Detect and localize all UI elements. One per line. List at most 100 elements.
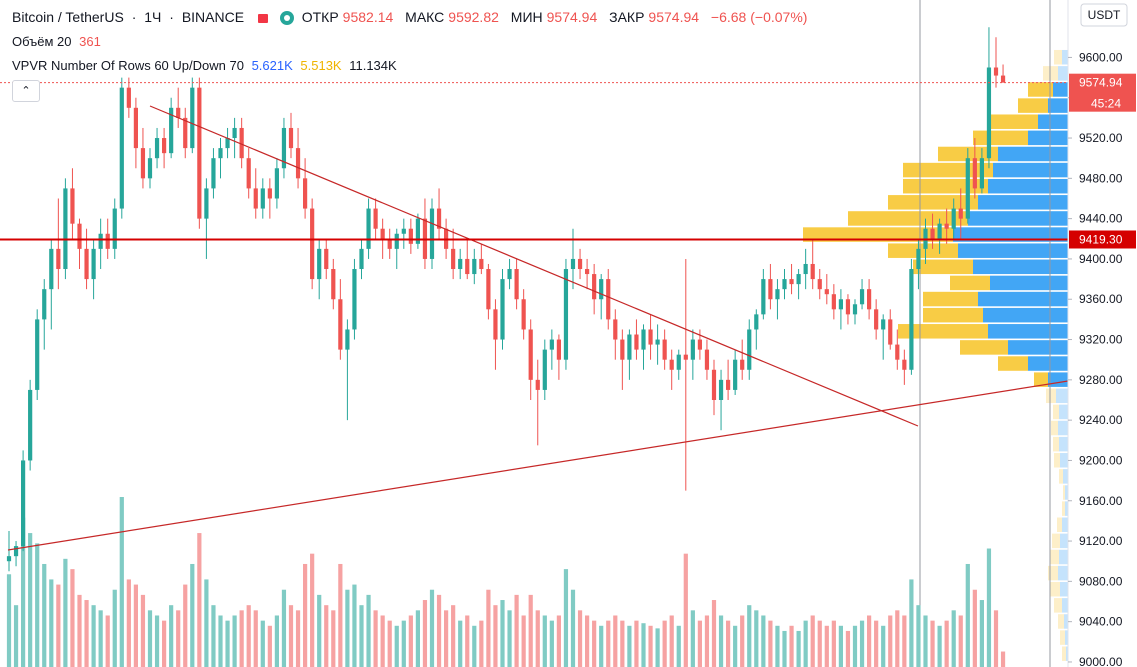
- volume-bar: [105, 615, 110, 667]
- candle-body: [119, 87, 124, 209]
- vpvr-down-bar: [1050, 549, 1059, 565]
- candle-body: [274, 168, 279, 199]
- interval-label[interactable]: 1Ч: [144, 9, 162, 25]
- volume-bar: [493, 605, 498, 667]
- close-value: 9574.94: [648, 9, 700, 25]
- level-price-label: 9419.30: [1079, 232, 1123, 246]
- vpvr-up-bar: [953, 227, 1068, 242]
- volume-bar: [824, 625, 829, 667]
- volume-bar: [838, 625, 843, 667]
- candle-body: [528, 329, 533, 380]
- price-tick-label: 9360.00: [1079, 292, 1123, 306]
- volume-bar: [979, 600, 984, 667]
- volume-bar: [338, 563, 343, 667]
- candle-body: [253, 188, 258, 209]
- currency-label[interactable]: USDT: [1088, 8, 1121, 22]
- volume-bar: [881, 625, 886, 667]
- current-price-tag: [1069, 73, 1136, 112]
- vpvr-up-bar: [1065, 501, 1068, 516]
- volume-bar: [49, 579, 54, 667]
- volume-bar: [528, 594, 533, 667]
- price-tick-label: 9320.00: [1079, 333, 1123, 347]
- volume-bar: [733, 625, 738, 667]
- market-status-icon[interactable]: [279, 11, 294, 26]
- candle-body: [881, 319, 886, 330]
- vpvr-down-bar: [1054, 598, 1062, 613]
- volume-bar: [295, 610, 301, 667]
- candle-body: [556, 339, 561, 360]
- volume-bar: [972, 589, 977, 667]
- volume-bar: [620, 620, 625, 667]
- exchange-label[interactable]: BINANCE: [181, 9, 245, 25]
- candle-body: [845, 299, 851, 315]
- candle-body: [28, 389, 33, 461]
- price-tick-label: 9200.00: [1079, 453, 1123, 467]
- volume-bar: [472, 625, 477, 667]
- volume-bar: [56, 584, 61, 667]
- vpvr-down-bar: [1052, 533, 1060, 549]
- candle-body: [63, 188, 68, 270]
- candle-body: [817, 279, 822, 290]
- volume-bar: [761, 615, 766, 667]
- vpvr-up-bar: [978, 291, 1068, 307]
- volume-bar: [486, 589, 491, 667]
- volume-bar: [225, 620, 230, 667]
- volume-bar: [577, 610, 583, 667]
- volume-bar: [803, 620, 808, 667]
- volume-bar: [28, 533, 33, 667]
- candle-body: [105, 233, 110, 249]
- candle-body: [98, 233, 103, 249]
- candle-body: [394, 233, 399, 249]
- vpvr-down-bar: [1053, 404, 1059, 420]
- flag-icon[interactable]: [257, 13, 268, 23]
- candle-body: [613, 319, 618, 340]
- vpvr-legend[interactable]: VPVR Number Of Rows 60 Up/Down 70 5.621K…: [12, 58, 401, 73]
- candle-body: [620, 339, 625, 360]
- volume-bar: [436, 594, 442, 667]
- candle-body: [761, 279, 766, 315]
- symbol-name[interactable]: Bitcoin / TetherUS: [12, 9, 124, 25]
- volume-bar: [274, 615, 279, 667]
- candle-body: [429, 208, 435, 259]
- volume-bar: [831, 620, 836, 667]
- volume-label: Объём 20: [12, 34, 72, 49]
- volume-bar: [324, 605, 329, 667]
- close-label: ЗАКР: [609, 9, 645, 25]
- volume-bar: [310, 553, 315, 667]
- vpvr-up-bar: [1058, 420, 1068, 436]
- volume-bar: [359, 605, 364, 667]
- candle-body: [317, 248, 322, 280]
- candle-body: [726, 379, 731, 390]
- volume-bar: [965, 563, 970, 667]
- volume-legend[interactable]: Объём 20 361: [12, 34, 105, 49]
- candle-body: [366, 208, 371, 249]
- vpvr-down-bar: [960, 340, 1008, 355]
- candle-body: [345, 329, 350, 350]
- vpvr-up-bar: [1059, 549, 1068, 565]
- volume-bar: [570, 589, 576, 667]
- collapse-legend-button[interactable]: ⌃: [12, 80, 40, 102]
- candle-body: [6, 556, 12, 562]
- candle-body: [486, 269, 491, 310]
- candle-body: [979, 158, 984, 189]
- candle-body: [599, 279, 604, 300]
- price-tick-label: 9240.00: [1079, 413, 1123, 427]
- volume-bar: [888, 615, 893, 667]
- level-price-tag: [1069, 230, 1136, 249]
- candle-body: [747, 329, 752, 370]
- candle-body: [627, 334, 632, 360]
- vpvr-down-bar: [1053, 436, 1059, 452]
- vpvr-up-bar: [1056, 388, 1068, 404]
- legend-separator-2: ·: [169, 9, 174, 25]
- vpvr-up-bar: [993, 162, 1068, 178]
- volume-bar: [697, 620, 702, 667]
- volume-bar: [634, 620, 639, 667]
- volume-bar: [190, 563, 195, 667]
- volume-bar: [930, 620, 935, 667]
- candle-body: [909, 269, 914, 370]
- price-tick-label: 9120.00: [1079, 534, 1123, 548]
- volume-bar: [500, 600, 505, 667]
- vpvr-up-bar: [1059, 436, 1068, 452]
- candle-body: [352, 269, 357, 330]
